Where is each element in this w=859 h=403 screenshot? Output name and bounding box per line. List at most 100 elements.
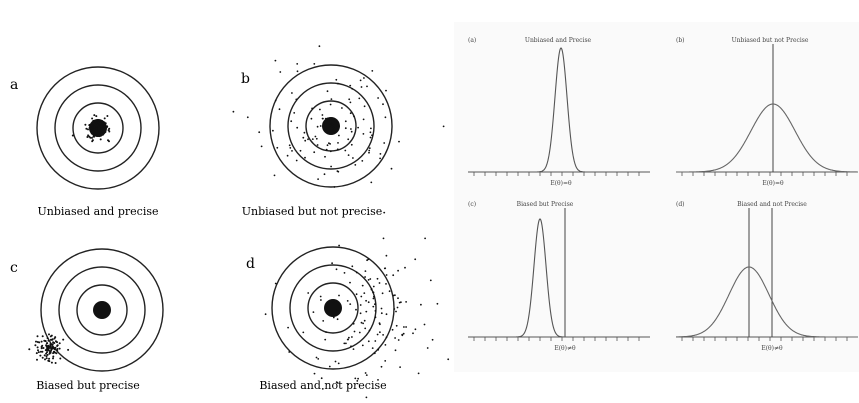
shot-dot: [91, 136, 93, 139]
shot-dot: [320, 377, 323, 380]
shot-dot: [397, 269, 399, 272]
axis-label: E(θ)=θ: [762, 180, 784, 187]
shot-dot: [51, 338, 54, 341]
shot-dot: [366, 259, 368, 262]
axis-label: E(θ)≠θ: [554, 345, 576, 352]
shot-dot: [348, 336, 350, 339]
shot-dot: [404, 266, 406, 269]
shot-dot: [385, 283, 387, 285]
shot-dot: [39, 354, 42, 357]
shot-dot: [329, 103, 332, 106]
shot-dot: [274, 282, 277, 285]
shot-dot: [95, 115, 98, 118]
bullseye: [93, 301, 111, 319]
distribution-panel-d: (d) Biased and not Precise E(θ)≠θ: [676, 201, 858, 352]
panel-tag: (a): [468, 37, 476, 44]
shot-dot: [324, 117, 327, 120]
shot-dot: [279, 71, 282, 73]
target-rings: [36, 66, 160, 190]
shot-dot: [320, 299, 322, 301]
shot-dot: [93, 120, 96, 123]
shot-dot: [337, 82, 339, 85]
shot-dot: [288, 351, 291, 353]
target-letter: d: [246, 256, 255, 272]
shot-dot: [378, 282, 381, 284]
shot-dot: [385, 336, 388, 339]
shot-dot: [47, 339, 50, 342]
shot-dot: [364, 372, 367, 374]
shot-dot: [382, 334, 384, 336]
shot-dot: [49, 344, 52, 346]
shot-dot: [45, 352, 48, 355]
sampling-distribution-curve: [676, 266, 858, 338]
shot-dot: [365, 299, 367, 302]
shot-dot: [293, 112, 296, 114]
panel-title: Unbiased and Precise: [525, 37, 592, 44]
shot-dot: [344, 120, 347, 123]
shot-dot: [332, 129, 334, 132]
shot-dot: [365, 310, 368, 313]
shot-dot: [264, 313, 267, 316]
shot-dot: [100, 132, 103, 134]
shot-dot: [48, 360, 51, 363]
shot-dot: [317, 178, 319, 181]
shot-dot: [303, 131, 306, 134]
shot-dot: [52, 357, 54, 360]
shot-dot: [100, 125, 103, 128]
shot-dot: [336, 148, 339, 151]
shot-dot: [41, 335, 44, 338]
axis-label: E(θ)=θ: [550, 180, 572, 187]
shot-dot: [436, 302, 439, 305]
shot-dot: [384, 116, 387, 119]
shot-dot: [359, 79, 362, 82]
shot-dot: [380, 365, 383, 368]
shot-dot: [385, 274, 388, 276]
shot-dot: [363, 77, 365, 79]
panel-tag: (d): [676, 201, 685, 208]
shot-dot: [96, 135, 99, 137]
shot-dot: [274, 59, 277, 62]
shot-dot: [38, 341, 41, 344]
shot-dot: [40, 347, 43, 350]
shot-dot: [363, 292, 366, 294]
shot-dot: [92, 119, 95, 122]
shot-dot: [353, 330, 356, 333]
shot-dot: [89, 129, 92, 132]
shot-cluster: [28, 333, 70, 364]
shot-dot: [52, 346, 54, 349]
target-letter: b: [241, 71, 250, 87]
shot-dot: [372, 297, 375, 300]
target-panel-a: a Unbiased and precise: [10, 66, 160, 218]
shot-dot: [291, 92, 293, 94]
shot-dot: [52, 341, 55, 344]
shot-dot: [307, 138, 309, 141]
shot-dot: [359, 304, 362, 306]
shot-dot: [384, 344, 387, 346]
shot-dot: [348, 98, 351, 101]
shot-dot: [258, 131, 261, 134]
shot-dot: [371, 347, 374, 349]
shot-dot: [108, 127, 111, 130]
shot-dot: [353, 115, 355, 118]
shot-dot: [357, 377, 359, 380]
shot-dot: [381, 292, 384, 295]
shot-dot: [104, 131, 107, 133]
axis-label: E(θ)≠θ: [761, 345, 783, 352]
shot-dot: [326, 90, 329, 93]
shot-dot: [350, 345, 352, 348]
shot-dot: [58, 347, 61, 350]
shot-dot: [367, 279, 370, 281]
shot-dot: [364, 270, 367, 272]
shot-dot: [372, 291, 374, 294]
shot-dot: [402, 332, 405, 335]
shot-dot: [98, 130, 100, 133]
shot-dot: [56, 344, 59, 347]
shot-dot: [287, 326, 289, 329]
shot-dot: [379, 157, 381, 160]
shot-dot: [46, 348, 49, 351]
shot-dot: [397, 297, 399, 300]
shot-dot: [362, 118, 365, 121]
shot-dot: [296, 70, 299, 73]
shot-dot: [373, 352, 376, 355]
shot-dot: [36, 335, 39, 338]
